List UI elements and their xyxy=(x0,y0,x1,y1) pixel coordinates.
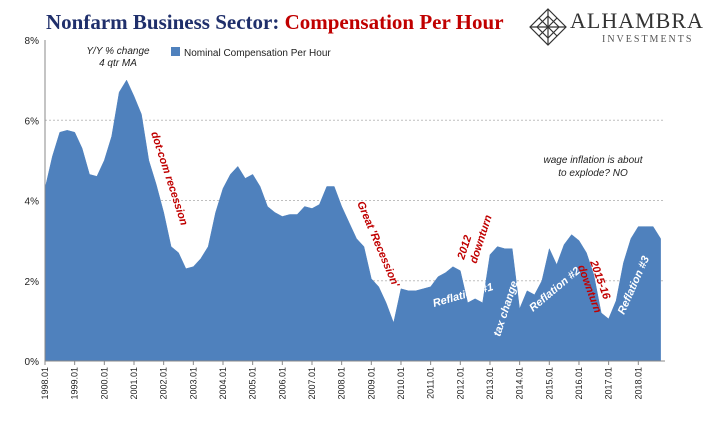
x-tick-label: 2012.01 xyxy=(455,367,465,400)
x-tick-label: 2010.01 xyxy=(396,367,406,400)
diamond-logo-icon xyxy=(529,8,567,46)
chart-note: Y/Y % change xyxy=(86,46,150,57)
title-part2: Compensation Per Hour xyxy=(284,10,504,34)
title-part1: Nonfarm Business Sector: xyxy=(46,10,280,34)
chart-title: Nonfarm Business Sector: Compensation Pe… xyxy=(46,10,504,35)
x-tick-label: 2009.01 xyxy=(366,367,376,400)
chart-note: 4 qtr MA xyxy=(99,58,137,69)
x-tick-label: 2004.01 xyxy=(218,367,228,400)
x-tick-label: 1998.01 xyxy=(40,367,50,400)
x-tick-label: 2006.01 xyxy=(277,367,287,400)
y-tick-label: 2% xyxy=(25,277,40,288)
y-tick-label: 4% xyxy=(25,197,40,208)
x-tick-label: 2005.01 xyxy=(248,367,258,400)
x-tick-label: 2000.01 xyxy=(99,367,109,400)
x-tick-label: 2001.01 xyxy=(129,367,139,400)
x-tick-label: 2018.01 xyxy=(633,367,643,400)
x-tick-label: 2007.01 xyxy=(307,367,317,400)
x-tick-label: 2002.01 xyxy=(159,367,169,400)
x-tick-label: 2014.01 xyxy=(515,367,525,400)
logo-sub: INVESTMENTS xyxy=(602,34,694,45)
x-tick-label: 2017.01 xyxy=(604,367,614,400)
series-area xyxy=(44,79,661,362)
annotation-label: wage inflation is about to explode? NO xyxy=(544,155,644,179)
x-tick-label: 2013.01 xyxy=(485,367,495,400)
x-tick-label: 1999.01 xyxy=(70,367,80,400)
logo-brand: ALHAMBRA xyxy=(570,8,704,33)
x-tick-label: 2015.01 xyxy=(544,367,554,400)
alhambra-logo: ALHAMBRA INVESTMENTS xyxy=(528,6,703,48)
annotation-label: 2012downturn xyxy=(455,209,495,266)
x-tick-label: 2008.01 xyxy=(337,367,347,400)
y-tick-label: 0% xyxy=(25,357,40,368)
y-tick-label: 8% xyxy=(25,36,40,47)
x-tick-label: 2016.01 xyxy=(574,367,584,400)
x-tick-label: 2011.01 xyxy=(426,367,436,399)
legend-label: Nominal Compensation Per Hour xyxy=(184,48,331,59)
legend-swatch xyxy=(171,47,180,56)
y-tick-label: 6% xyxy=(25,116,40,127)
x-tick-label: 2003.01 xyxy=(188,367,198,400)
